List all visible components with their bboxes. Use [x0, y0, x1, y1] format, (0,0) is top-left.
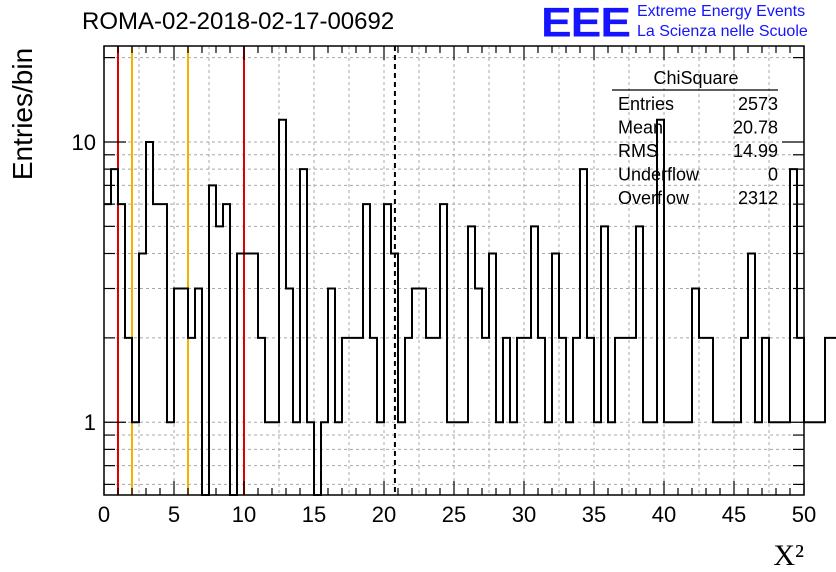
y-tick-label: 1	[84, 410, 96, 435]
histogram-line	[104, 118, 836, 496]
logo-tagline-1: Extreme Energy Events	[637, 3, 806, 20]
x-tick-label: 10	[232, 502, 256, 527]
x-tick-label: 45	[722, 502, 746, 527]
stats-label: Entries	[618, 94, 674, 114]
stats-value: 20.78	[733, 118, 778, 138]
stats-value: 0	[768, 165, 778, 185]
x-tick-label: 0	[98, 502, 110, 527]
y-axis-label: Entries/bin	[7, 48, 38, 180]
eee-logo: EEE	[541, 0, 631, 46]
logo-tagline-2: La Scienza nelle Scuole	[637, 23, 808, 40]
y-tick-label: 10	[72, 130, 96, 155]
marker-layer	[117, 46, 396, 495]
x-tick-label: 20	[372, 502, 396, 527]
stats-label: Overflow	[618, 188, 690, 208]
tick-layer	[103, 46, 805, 495]
x-tick-label: 40	[652, 502, 676, 527]
x-tick-label: 50	[792, 502, 816, 527]
stats-box: ChiSquare Entries 2573 Mean 20.78 RMS 14.99 Un…	[612, 68, 778, 208]
x-axis-label: X²	[773, 539, 804, 572]
stats-value: 2312	[738, 188, 778, 208]
stats-label: RMS	[618, 141, 658, 161]
stats-label: Mean	[618, 118, 663, 138]
x-tick-label: 5	[168, 502, 180, 527]
x-tick-label: 35	[582, 502, 606, 527]
x-tick-label: 15	[302, 502, 326, 527]
stats-label: Underflow	[618, 165, 700, 185]
x-tick-label: 25	[442, 502, 466, 527]
x-tick-label: 30	[512, 502, 536, 527]
stats-title: ChiSquare	[653, 68, 738, 88]
stats-value: 2573	[738, 94, 778, 114]
run-title: ROMA-02-2018-02-17-00692	[82, 8, 395, 35]
stats-value: 14.99	[733, 141, 778, 161]
tick-label-layer: 0 5 10 15 20 25 30 35 40 45 50 1 10	[72, 130, 817, 527]
